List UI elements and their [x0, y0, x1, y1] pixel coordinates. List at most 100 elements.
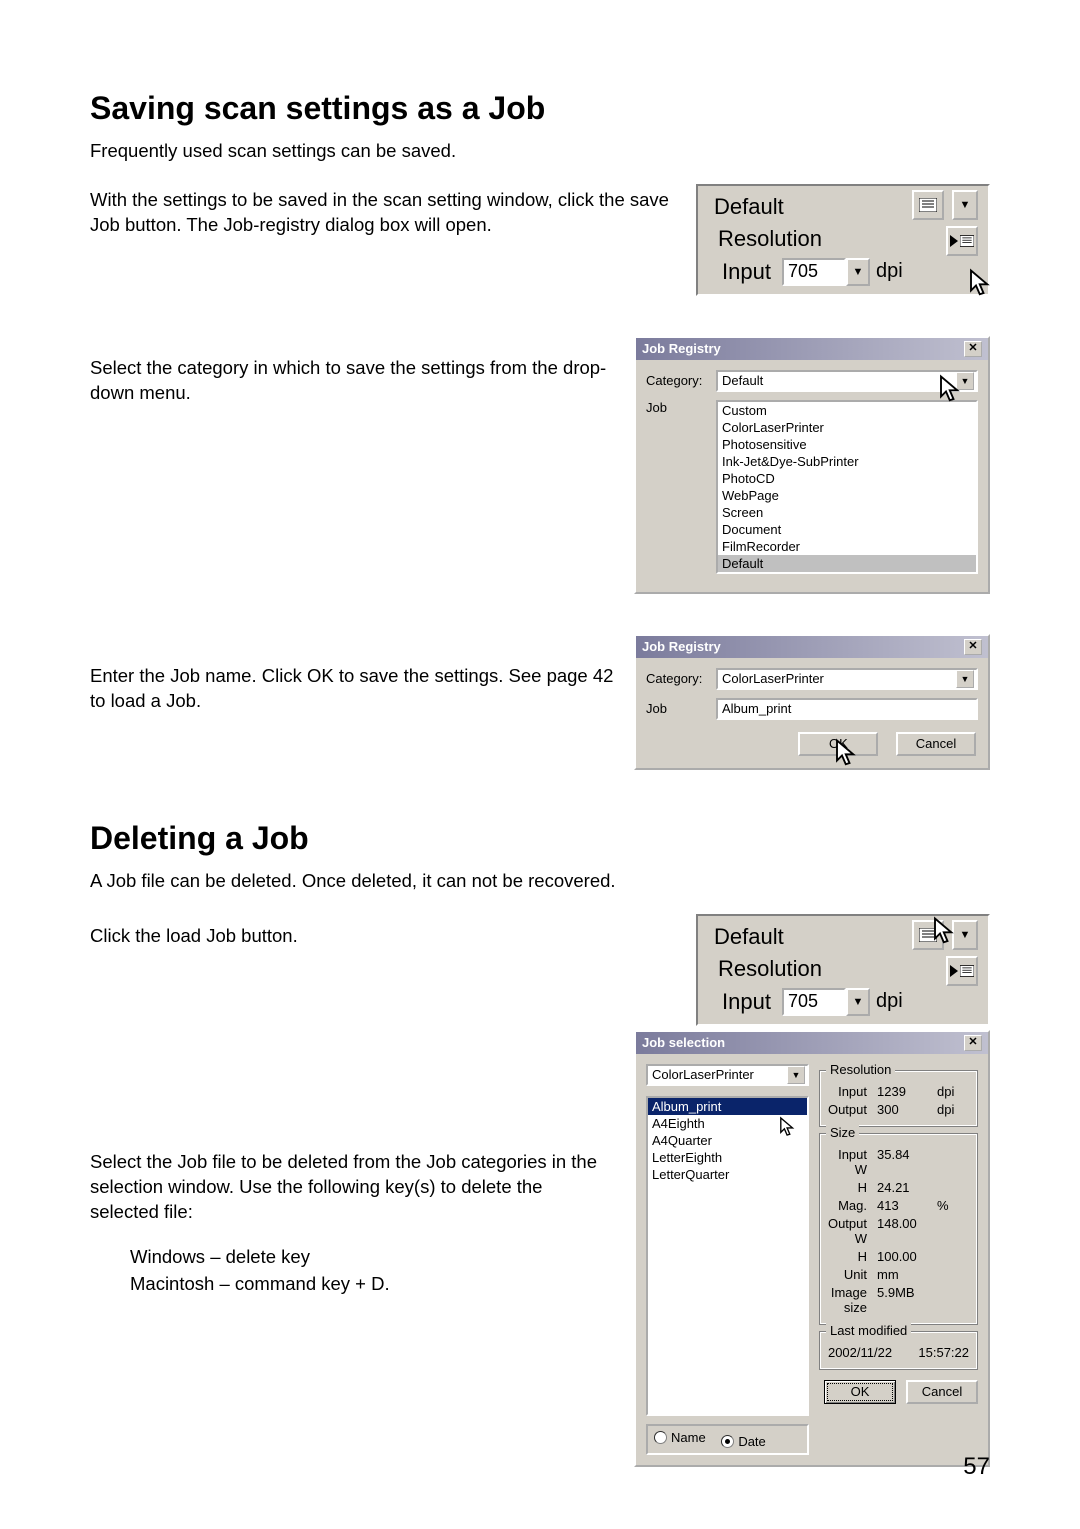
outw-label: Output W [828, 1216, 877, 1246]
page-number: 57 [963, 1453, 990, 1481]
unit-value: mm [877, 1267, 937, 1282]
body-s2-p1: A Job file can be deleted. Once deleted,… [90, 869, 990, 894]
combobox-dropdown-button[interactable] [787, 1066, 805, 1084]
inputh-value: 24.21 [877, 1180, 937, 1195]
category-value: ColorLaserPrinter [652, 1067, 754, 1082]
category-combobox[interactable]: ColorLaserPrinter [716, 668, 978, 690]
body-p1: Frequently used scan settings can be sav… [90, 139, 990, 164]
list-item[interactable]: LetterQuarter [648, 1166, 807, 1183]
dpi-unit: dpi [937, 1102, 969, 1117]
category-combobox[interactable]: Default [716, 370, 978, 392]
size-group: Size Input W35.84 H24.21 Mag.413% Output… [819, 1133, 978, 1325]
combobox-dropdown-button[interactable] [956, 670, 974, 688]
inputh-label: H [828, 1180, 877, 1195]
body-p2: With the settings to be saved in the sca… [90, 188, 676, 238]
resolution-legend: Resolution [826, 1062, 895, 1077]
category-label: Category: [646, 671, 716, 686]
imgsize-label: Image size [828, 1285, 877, 1315]
resolution-label: Resolution [718, 956, 982, 982]
arrow-icon [950, 235, 958, 247]
save-job-button[interactable] [912, 190, 944, 220]
scan-settings-panel: Default ▼ Resolution Input 705 dpi [696, 184, 990, 296]
input-dropdown-button[interactable] [846, 988, 870, 1016]
option-default[interactable]: Default [718, 555, 976, 572]
resolution-label: Resolution [718, 226, 982, 252]
input-dropdown-button[interactable] [846, 258, 870, 286]
save-job-icon-button[interactable] [946, 226, 978, 256]
job-label: Job [646, 701, 716, 716]
dialog-title: Job selection [642, 1035, 725, 1050]
job-listbox[interactable]: Album_print A4Eighth A4Quarter LetterEig… [646, 1096, 809, 1416]
outw-value: 148.00 [877, 1216, 937, 1246]
lastmodified-legend: Last modified [826, 1323, 911, 1338]
option-photocd[interactable]: PhotoCD [718, 470, 976, 487]
mag-value: 413 [877, 1198, 937, 1213]
dropdown-button[interactable]: ▼ [952, 190, 978, 220]
titlebar: Job Registry ✕ [636, 338, 988, 360]
job-registry-dialog-1: Job Registry ✕ Category: Default Job Cus… [634, 336, 990, 594]
scan-settings-panel-2: Default ▼ Resolution Input 705 dpi [696, 914, 990, 1026]
cancel-button[interactable]: Cancel [906, 1380, 978, 1404]
arrow-icon [950, 965, 958, 977]
imgsize-value: 5.9MB [877, 1285, 937, 1315]
section-heading-saving: Saving scan settings as a Job [90, 90, 990, 127]
combobox-dropdown-button[interactable] [956, 372, 974, 390]
body-s2-p2: Click the load Job button. [90, 924, 676, 949]
li-mac: Macintosh – command key + D. [90, 1272, 614, 1297]
inputw-value: 35.84 [877, 1147, 937, 1177]
list-item[interactable]: LetterEighth [648, 1149, 807, 1166]
body-p3: Select the category in which to save the… [90, 356, 614, 406]
lm-date: 2002/11/22 [828, 1345, 892, 1360]
close-icon[interactable]: ✕ [964, 1035, 982, 1051]
input-value-field[interactable]: 705 [782, 258, 846, 286]
dpi-label: dpi [876, 990, 903, 1013]
input-label: Input [722, 259, 782, 285]
pct-unit: % [937, 1198, 969, 1213]
res-output-value: 300 [877, 1102, 937, 1117]
res-input-label: Input [828, 1084, 877, 1099]
option-photosensitive[interactable]: Photosensitive [718, 436, 976, 453]
cancel-button[interactable]: Cancel [896, 732, 976, 756]
category-combobox[interactable]: ColorLaserPrinter [646, 1064, 809, 1086]
option-screen[interactable]: Screen [718, 504, 976, 521]
dpi-unit: dpi [937, 1084, 969, 1099]
option-colorlaserprinter[interactable]: ColorLaserPrinter [718, 419, 976, 436]
save-job-icon-button[interactable] [946, 956, 978, 986]
load-job-button[interactable] [912, 920, 944, 950]
radio-date-label: Date [738, 1434, 765, 1449]
ok-button[interactable]: OK [798, 732, 878, 756]
list-item[interactable]: A4Quarter [648, 1132, 807, 1149]
dialog-title: Job Registry [642, 639, 721, 654]
dropdown-button[interactable]: ▼ [952, 920, 978, 950]
body-s2-p3: Select the Job file to be deleted from t… [90, 1150, 614, 1225]
dpi-label: dpi [876, 260, 903, 283]
close-icon[interactable]: ✕ [964, 341, 982, 357]
lm-time: 15:57:22 [918, 1345, 969, 1360]
list-item[interactable]: A4Eighth [648, 1115, 807, 1132]
body-p4: Enter the Job name. Click OK to save the… [90, 664, 614, 714]
lastmodified-group: Last modified 2002/11/2215:57:22 [819, 1331, 978, 1370]
outh-label: H [828, 1249, 877, 1264]
radio-date[interactable]: Date [721, 1434, 765, 1449]
input-value-field[interactable]: 705 [782, 988, 846, 1016]
option-inkjet[interactable]: Ink-Jet&Dye-SubPrinter [718, 453, 976, 470]
option-custom[interactable]: Custom [718, 402, 976, 419]
option-webpage[interactable]: WebPage [718, 487, 976, 504]
ok-button[interactable]: OK [824, 1380, 896, 1404]
titlebar: Job Registry ✕ [636, 636, 988, 658]
close-icon[interactable]: ✕ [964, 639, 982, 655]
option-document[interactable]: Document [718, 521, 976, 538]
res-output-label: Output [828, 1102, 877, 1117]
titlebar: Job selection ✕ [636, 1032, 988, 1054]
dialog-title: Job Registry [642, 341, 721, 356]
job-label: Job [646, 400, 716, 415]
job-name-input[interactable]: Album_print [716, 698, 978, 720]
list-item[interactable]: Album_print [648, 1098, 807, 1115]
category-label: Category: [646, 373, 716, 388]
resolution-group: Resolution Input1239dpi Output300dpi [819, 1070, 978, 1127]
inputw-label: Input W [828, 1147, 877, 1177]
category-dropdown-list[interactable]: Custom ColorLaserPrinter Photosensitive … [716, 400, 978, 574]
size-legend: Size [826, 1125, 859, 1140]
option-filmrecorder[interactable]: FilmRecorder [718, 538, 976, 555]
radio-name[interactable]: Name [654, 1430, 706, 1445]
